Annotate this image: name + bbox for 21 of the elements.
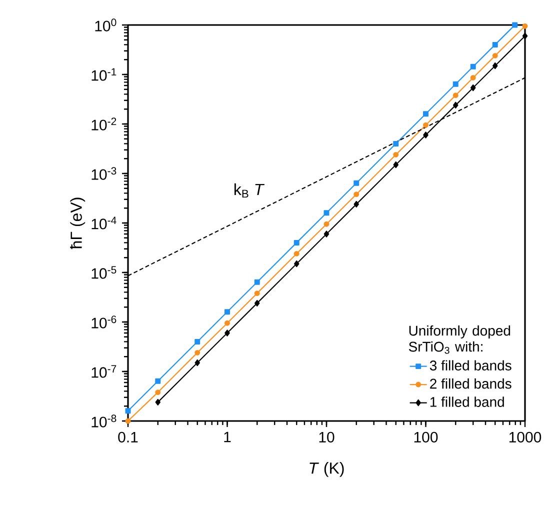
series-label: k$_{B}$ T: [234, 183, 265, 198]
y-tick-label: 10$^{-3}$: [92, 167, 116, 180]
x-tick-label: 1000: [509, 432, 542, 442]
legend-label: 1 filled band: [430, 396, 504, 407]
y-tick-label: 10$^{-5}$: [92, 266, 116, 279]
y-tick-label: 10$^{-2}$: [92, 118, 116, 130]
y-tick-label: 10$^{-4}$: [92, 216, 116, 230]
y-tick-label: 10$^{-1}$: [92, 68, 116, 81]
legend-title: Uniformly doped SrTiO$_{3}$ with:: [408, 325, 510, 354]
y-tick-label: 10$^{0}$: [95, 18, 116, 32]
y-tick-label: 10$^{-6}$: [92, 316, 116, 328]
x-axis-title: T (K): [310, 462, 344, 477]
x-tick-label: 100: [414, 432, 438, 442]
x-tick-label: 10: [319, 432, 334, 442]
x-tick-label: 1: [224, 432, 231, 442]
y-tick-label: 10$^{-8}$: [92, 414, 116, 428]
y-axis-title: ħΓ (eV): [70, 198, 86, 250]
legend-label: 3 filled bands: [430, 360, 512, 370]
y-tick-label: 10$^{-7}$: [92, 365, 116, 378]
legend-label: 2 filled bands: [430, 378, 512, 389]
x-tick-label: 0.1: [118, 432, 138, 442]
